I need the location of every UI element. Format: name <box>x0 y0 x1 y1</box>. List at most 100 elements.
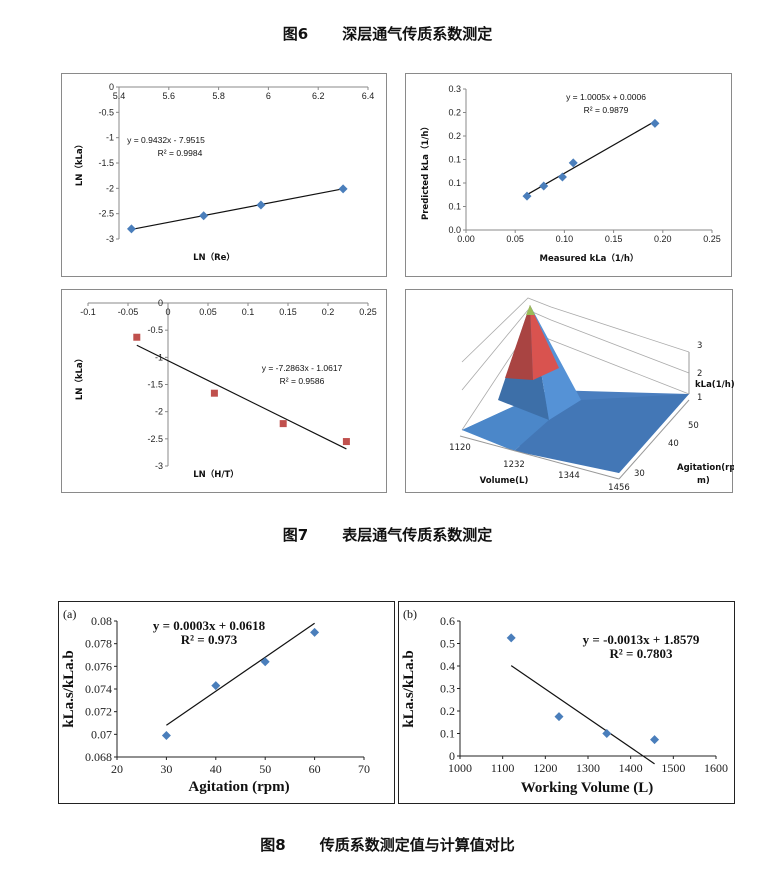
x-tick-label: 0.15 <box>279 307 297 317</box>
x-tick-label: 0 <box>165 307 170 317</box>
y-tick-label: 0.068 <box>85 750 112 764</box>
data-point-diamond <box>310 627 320 637</box>
chart-ln-kla-vs-ln-re: 5.4 5.6 5.8 6 6.2 6.4 0 -0.5 -1 -1.5 -2 -2.5 -3 y = 0… <box>61 73 387 277</box>
y-tick-label: 0 <box>109 82 114 92</box>
chart3-plot: -0.1 -0.05 0 0.05 0.1 0.15 0.2 0.250-0.5-1-1.5-… <box>74 298 377 480</box>
chart-ln-kla-vs-ln-ht: -0.1 -0.05 0 0.05 0.1 0.15 0.2 0.25 0 -0.5 -1 -1.5-… <box>61 289 387 493</box>
panel-label: (a) <box>63 607 76 621</box>
x-tick-label: 1600 <box>704 761 728 775</box>
x-tick-label: 1300 <box>576 761 600 775</box>
trendline-equation: y = 0.0003x + 0.0618 <box>153 618 266 633</box>
panel-label: (b) <box>403 607 417 621</box>
chart1-plot: 5.4 5.6 5.8 6 6.2 6.4 0 -0.5 -1 -1.5 -2 -2.5 -3 y = 0… <box>74 82 374 263</box>
data-point-diamond <box>522 191 532 201</box>
trendline <box>131 188 344 231</box>
volume-tick-label: 1456 <box>608 483 630 493</box>
x-tick-label: 0.20 <box>654 234 672 244</box>
chart-a-agitation: 20 30 40 50 60 70 0.08 0.078 0.076 0.074 0.072 0.07… <box>58 601 395 804</box>
trendline <box>510 665 655 765</box>
data-point-square <box>210 389 218 397</box>
x-tick-label: 0.00 <box>457 234 475 244</box>
z-axis-label: kLa(1/h) <box>695 380 734 390</box>
figure-8-caption: 图8 传质系数测定值与计算值对比 <box>0 834 775 855</box>
x-axis-label: Agitation (rpm) <box>188 779 289 795</box>
surface-facet <box>514 394 689 473</box>
y-tick-label: 0.1 <box>448 178 461 188</box>
chart-predicted-vs-measured-kla: 0.00 0.05 0.10 0.15 0.20 0.25 0.0 0.1 0.1 0.1 0.2 0… <box>405 73 732 277</box>
peak-face-red <box>530 305 559 380</box>
x-tick-label: 0.05 <box>199 307 217 317</box>
x-tick-label: 6.2 <box>312 91 325 101</box>
data-point-diamond <box>650 735 660 745</box>
y-tick-label: -1.5 <box>147 380 163 390</box>
chart-kla-surface-3d: 1120 1232 1344 1456 30 40 50 1 2 3 kLa(1/h) Volume(… <box>405 289 734 493</box>
data-point-diamond <box>557 172 567 182</box>
x-tick-label: 70 <box>358 762 370 776</box>
figure-7-caption: 图7 表层通气传质系数测定 <box>0 524 775 545</box>
z-tick-label: 2 <box>697 369 702 379</box>
x-tick-label: 6 <box>266 91 271 101</box>
figure-6-title: 深层通气传质系数测定 <box>342 25 493 43</box>
y-tick-label: -1 <box>106 133 114 143</box>
y-tick-label: 0.3 <box>440 682 455 696</box>
y-tick-label: -3 <box>106 234 114 244</box>
figure-8-title: 传质系数测定值与计算值对比 <box>319 836 515 854</box>
y-tick-label: 0.078 <box>85 637 112 651</box>
data-point-diamond <box>211 681 221 691</box>
volume-tick-label: 1120 <box>449 443 471 453</box>
y-tick-label: -0.5 <box>147 325 163 335</box>
x-tick-label: -0.1 <box>80 307 96 317</box>
data-point-diamond <box>539 181 549 191</box>
y-tick-label: 0.5 <box>440 637 455 651</box>
x-tick-label: 0.05 <box>506 234 524 244</box>
x-tick-label: 40 <box>210 762 222 776</box>
data-point-square <box>342 438 350 446</box>
agitation-axis <box>618 399 690 480</box>
x-tick-label: 0.15 <box>605 234 623 244</box>
x-tick-label: -0.05 <box>118 307 139 317</box>
trendline-equation: y = 1.0005x + 0.0006 <box>566 92 646 102</box>
figure-8-number: 图8 <box>260 836 286 854</box>
x-tick-label: 5.4 <box>113 91 126 101</box>
y-tick-label: 0.3 <box>448 84 461 94</box>
x-axis-label: LN（Re） <box>193 252 235 263</box>
peak-tip-green <box>526 305 535 315</box>
agitation-tick-label: 40 <box>668 439 679 449</box>
r-squared: R² = 0.9586 <box>280 376 325 386</box>
y-tick-label: 0.07 <box>91 727 112 741</box>
z-gridline <box>461 297 690 363</box>
volume-tick-label: 1232 <box>503 460 525 470</box>
y-tick-label: -1 <box>155 352 163 362</box>
r-squared: R² = 0.9984 <box>158 148 203 158</box>
peak-face-dark-red <box>505 305 533 380</box>
y-tick-label: 0.076 <box>85 659 112 673</box>
data-point-diamond <box>260 657 270 667</box>
y-axis-label: kLa.s/kLa.b <box>401 650 417 728</box>
y-axis-label: LN（kLa） <box>74 140 85 186</box>
z-tick-label: 1 <box>697 393 702 403</box>
x-axis-label: LN（H/T） <box>193 469 239 480</box>
x-tick-label: 30 <box>160 762 172 776</box>
trendline-equation: y = -7.2863x - 1.0617 <box>262 363 343 373</box>
trendline-equation: y = -0.0013x + 1.8579 <box>583 632 700 647</box>
y-tick-label: -2 <box>155 407 163 417</box>
agitation-tick-label: 30 <box>634 469 645 479</box>
figure-6-caption: 图6 深层通气传质系数测定 <box>0 23 775 44</box>
agitation-axis-label: Agitation(rp <box>677 463 734 473</box>
z-tick-label: 3 <box>697 341 702 351</box>
data-point-diamond <box>602 729 612 738</box>
figure-7-number: 图7 <box>282 526 309 544</box>
y-tick-label: 0.2 <box>448 131 461 141</box>
x-tick-label: 5.6 <box>163 91 176 101</box>
y-tick-label: 0.1 <box>440 727 455 741</box>
figure-6-number: 图6 <box>282 25 309 43</box>
y-tick-label: -3 <box>155 461 163 471</box>
y-tick-label: 0.1 <box>448 155 461 165</box>
x-tick-label: 1400 <box>619 761 643 775</box>
y-tick-label: 0.4 <box>440 659 455 673</box>
trendline <box>526 120 656 196</box>
data-point-diamond <box>506 633 516 643</box>
y-tick-label: -0.5 <box>98 107 114 117</box>
y-axis-label: Predicted kLa（1/h） <box>420 122 431 220</box>
y-tick-label: 0.2 <box>440 704 455 718</box>
